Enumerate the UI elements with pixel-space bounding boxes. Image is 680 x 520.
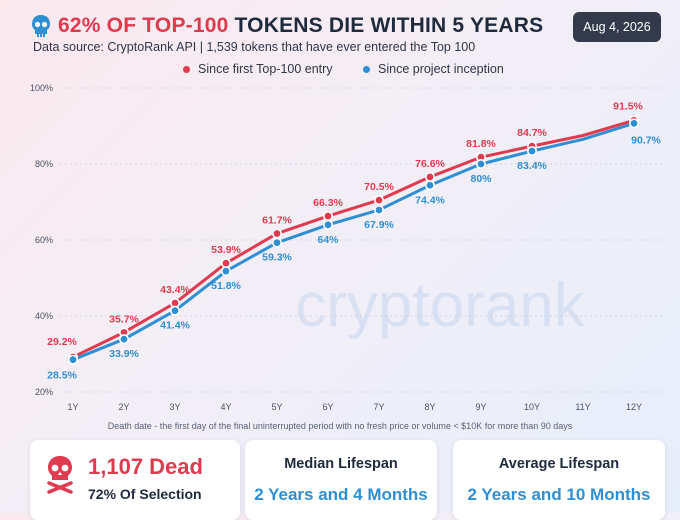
x-tick-label: 2Y <box>118 402 129 412</box>
x-tick-label: 10Y <box>524 402 540 412</box>
data-point <box>271 228 282 239</box>
data-point <box>322 211 333 222</box>
data-label: 66.3% <box>313 197 343 209</box>
data-label: 29.2% <box>47 336 77 348</box>
data-point <box>322 219 333 230</box>
title-highlight: 62% OF TOP-100 <box>58 14 229 37</box>
y-tick-label: 100% <box>30 83 53 93</box>
data-point <box>221 258 232 269</box>
title-rest: TOKENS DIE WITHIN 5 YEARS <box>234 14 544 37</box>
watermark: cryptorank <box>295 271 585 340</box>
legend-label-red: Since first Top-100 entry <box>198 62 333 76</box>
data-point <box>526 146 537 157</box>
data-label: 84.7% <box>517 127 547 139</box>
data-label: 53.9% <box>211 244 241 256</box>
data-point <box>373 195 384 206</box>
median-card: Median Lifespan 2 Years and 4 Months <box>245 440 437 520</box>
average-value: 2 Years and 10 Months <box>467 485 651 504</box>
data-point <box>628 118 639 129</box>
title-row: 62% OF TOP-100 TOKENS DIE WITHIN 5 YEARS <box>30 14 543 38</box>
data-point <box>424 171 435 182</box>
data-label: 64% <box>317 234 339 246</box>
x-tick-label: 9Y <box>475 402 486 412</box>
data-label: 35.7% <box>109 313 139 325</box>
data-point <box>475 159 486 170</box>
grid <box>60 87 665 393</box>
data-label: 81.8% <box>466 138 496 150</box>
data-label: 90.7% <box>631 134 661 146</box>
dead-card: 1,107 Dead 72% Of Selection <box>30 440 240 520</box>
data-label: 80% <box>470 173 492 185</box>
legend-label-blue: Since project inception <box>378 62 504 76</box>
data-label: 67.9% <box>364 219 394 231</box>
x-tick-label: 4Y <box>220 402 231 412</box>
data-label: 91.5% <box>613 100 643 112</box>
legend-item-red: Since first Top-100 entry <box>183 62 333 76</box>
y-axis: 20% 40% 60% 80% 100% <box>30 83 53 397</box>
page-title: 62% OF TOP-100 TOKENS DIE WITHIN 5 YEARS <box>58 14 543 38</box>
legend-dot-red <box>183 65 190 73</box>
data-point <box>170 305 181 316</box>
data-labels: 29.2% 35.7% 43.4% 53.9% 61.7% 66.3% 70.5% 76.6%… <box>47 100 661 381</box>
date-badge: Aug 4, 2026 <box>573 12 661 42</box>
dead-subtitle: 72% Of Selection <box>88 486 202 502</box>
data-label: 74.4% <box>415 194 445 206</box>
y-tick-label: 40% <box>35 311 53 321</box>
data-label: 43.4% <box>160 284 190 296</box>
skull-crossbones-icon <box>47 456 73 494</box>
median-title: Median Lifespan <box>284 456 398 472</box>
x-axis: 1Y 2Y 3Y 4Y 5Y 6Y 7Y 8Y 9Y 10Y 11Y 12Y <box>67 402 642 412</box>
data-label: 33.9% <box>109 348 139 360</box>
y-tick-label: 20% <box>35 387 53 397</box>
x-tick-label: 11Y <box>575 402 590 412</box>
data-label: 76.6% <box>415 158 445 170</box>
data-source: Data source: CryptoRank API | 1,539 toke… <box>33 40 476 54</box>
series-line-red <box>71 118 636 359</box>
legend-item-blue: Since project inception <box>363 62 504 76</box>
x-tick-label: 12Y <box>626 402 642 412</box>
average-title: Average Lifespan <box>498 456 620 472</box>
data-point <box>373 204 384 215</box>
chart-note: Death date - the first day of the final … <box>107 421 573 431</box>
x-tick-label: 8Y <box>424 402 435 412</box>
data-point <box>221 266 232 277</box>
x-tick-label: 7Y <box>373 402 384 412</box>
data-label: 83.4% <box>517 160 547 172</box>
x-tick-label: 6Y <box>322 402 333 412</box>
data-label: 28.5% <box>47 370 77 382</box>
x-tick-label: 1Y <box>67 402 78 412</box>
data-point <box>119 334 130 345</box>
x-tick-label: 5Y <box>271 402 282 412</box>
x-tick-label: 3Y <box>169 402 180 412</box>
data-label: 70.5% <box>364 181 394 193</box>
median-value: 2 Years and 4 Months <box>254 485 428 504</box>
data-label: 59.3% <box>262 252 292 264</box>
average-card: Average Lifespan 2 Years and 10 Months <box>453 440 665 520</box>
series-line-blue <box>71 121 636 362</box>
data-point <box>271 237 282 248</box>
y-tick-label: 80% <box>35 159 53 169</box>
data-point <box>424 180 435 191</box>
line-chart: cryptorank 20% 40% 60% 80% 100% 1Y 2Y 3Y 4Y 5Y 6Y… <box>30 83 665 412</box>
data-label: 61.7% <box>262 215 292 227</box>
data-label: 41.4% <box>160 320 190 332</box>
data-label: 51.8% <box>211 280 241 292</box>
y-tick-label: 60% <box>35 235 53 245</box>
data-point <box>68 354 79 365</box>
legend-dot-blue <box>363 65 370 73</box>
skull-icon <box>32 15 50 37</box>
dead-count: 1,107 Dead <box>88 454 203 479</box>
series-lines <box>71 118 636 362</box>
series-points <box>68 115 639 365</box>
